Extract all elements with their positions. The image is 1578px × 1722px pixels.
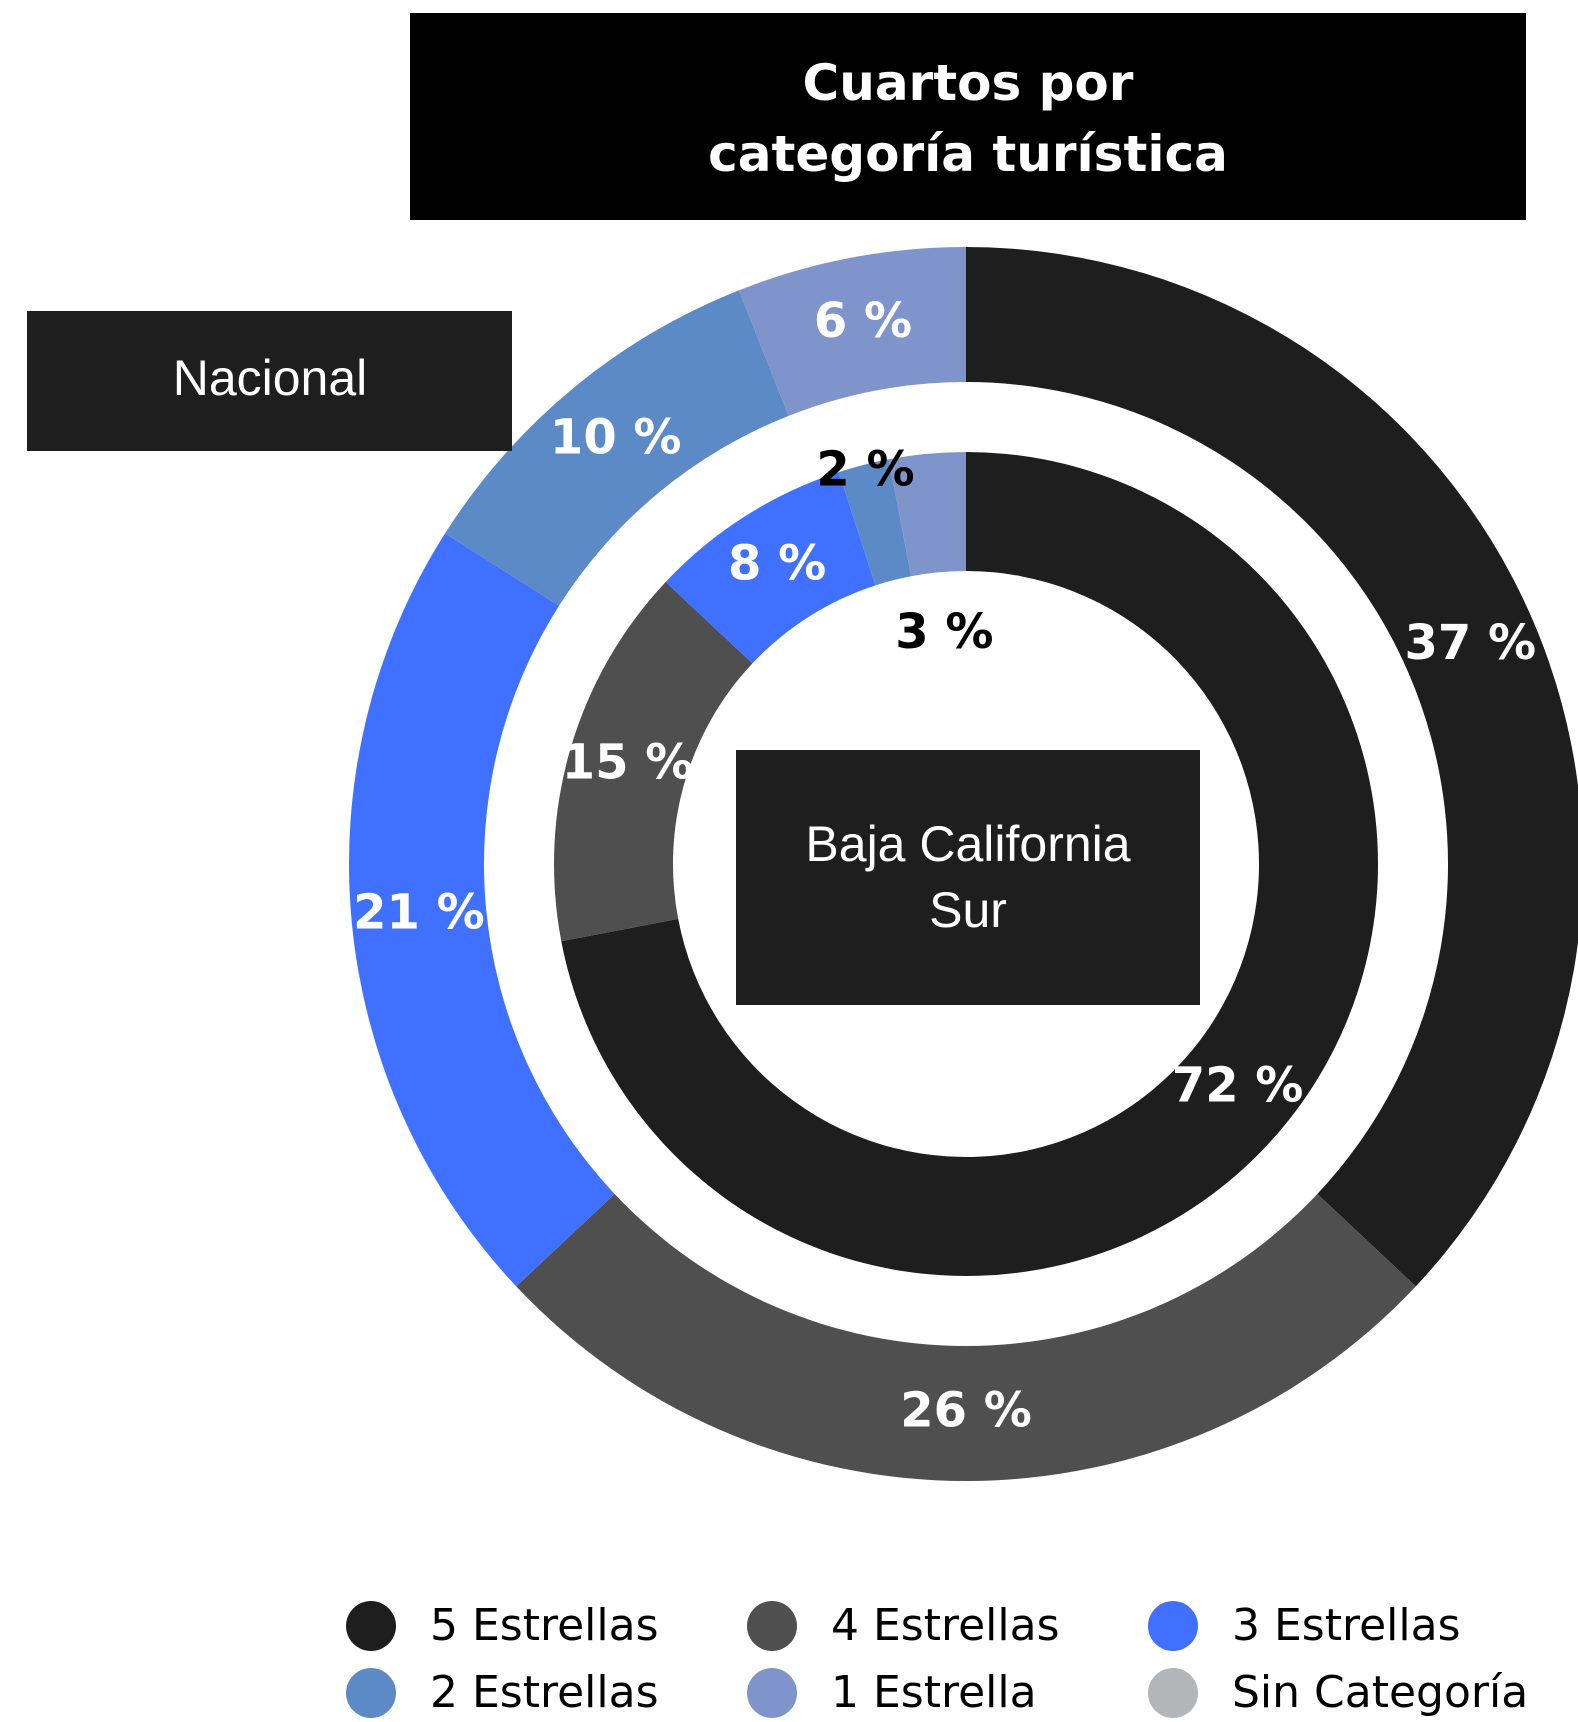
legend-swatch bbox=[1148, 1601, 1198, 1651]
donut-slice bbox=[888, 452, 966, 577]
donut-slice bbox=[738, 247, 966, 416]
donut-slice bbox=[966, 247, 1578, 1287]
legend-label: 2 Estrellas bbox=[430, 1667, 659, 1718]
data-label: 6 % bbox=[814, 293, 912, 349]
data-label: 26 % bbox=[900, 1383, 1032, 1439]
data-label: 3 % bbox=[895, 604, 993, 660]
series-label: Baja California Sur bbox=[805, 816, 1130, 938]
legend-swatch bbox=[1148, 1668, 1198, 1718]
rings bbox=[349, 247, 1578, 1481]
legend-swatch bbox=[346, 1668, 396, 1718]
title-box bbox=[410, 13, 1526, 220]
legend-label: 3 Estrellas bbox=[1232, 1600, 1461, 1651]
series-label: Nacional bbox=[173, 350, 368, 406]
series-label-box bbox=[736, 750, 1200, 1005]
data-label: 72 % bbox=[1172, 1058, 1304, 1114]
chart-title: Cuartos por categoría turística bbox=[708, 54, 1228, 183]
legend-label: 4 Estrellas bbox=[831, 1600, 1060, 1651]
donut-slice bbox=[349, 533, 615, 1287]
legend-label: 1 Estrella bbox=[831, 1667, 1037, 1718]
legend-swatch bbox=[747, 1668, 797, 1718]
series-label-box bbox=[27, 311, 512, 451]
donut-slice bbox=[445, 290, 789, 606]
legend-swatch bbox=[747, 1601, 797, 1651]
data-label: 8 % bbox=[728, 535, 826, 591]
data-label: 15 % bbox=[562, 735, 694, 791]
data-label: 10 % bbox=[550, 410, 682, 466]
data-label: 37 % bbox=[1405, 615, 1537, 671]
donut-slice bbox=[665, 472, 876, 664]
legend-label: 5 Estrellas bbox=[430, 1600, 659, 1651]
donut-slice bbox=[554, 581, 753, 942]
donut-slice bbox=[838, 459, 912, 586]
legend-label: Sin Categoría bbox=[1232, 1667, 1528, 1718]
donut-slice bbox=[516, 1193, 1416, 1481]
data-label: 21 % bbox=[353, 885, 485, 941]
data-label: 2 % bbox=[816, 442, 914, 498]
legend-swatch bbox=[346, 1601, 396, 1651]
